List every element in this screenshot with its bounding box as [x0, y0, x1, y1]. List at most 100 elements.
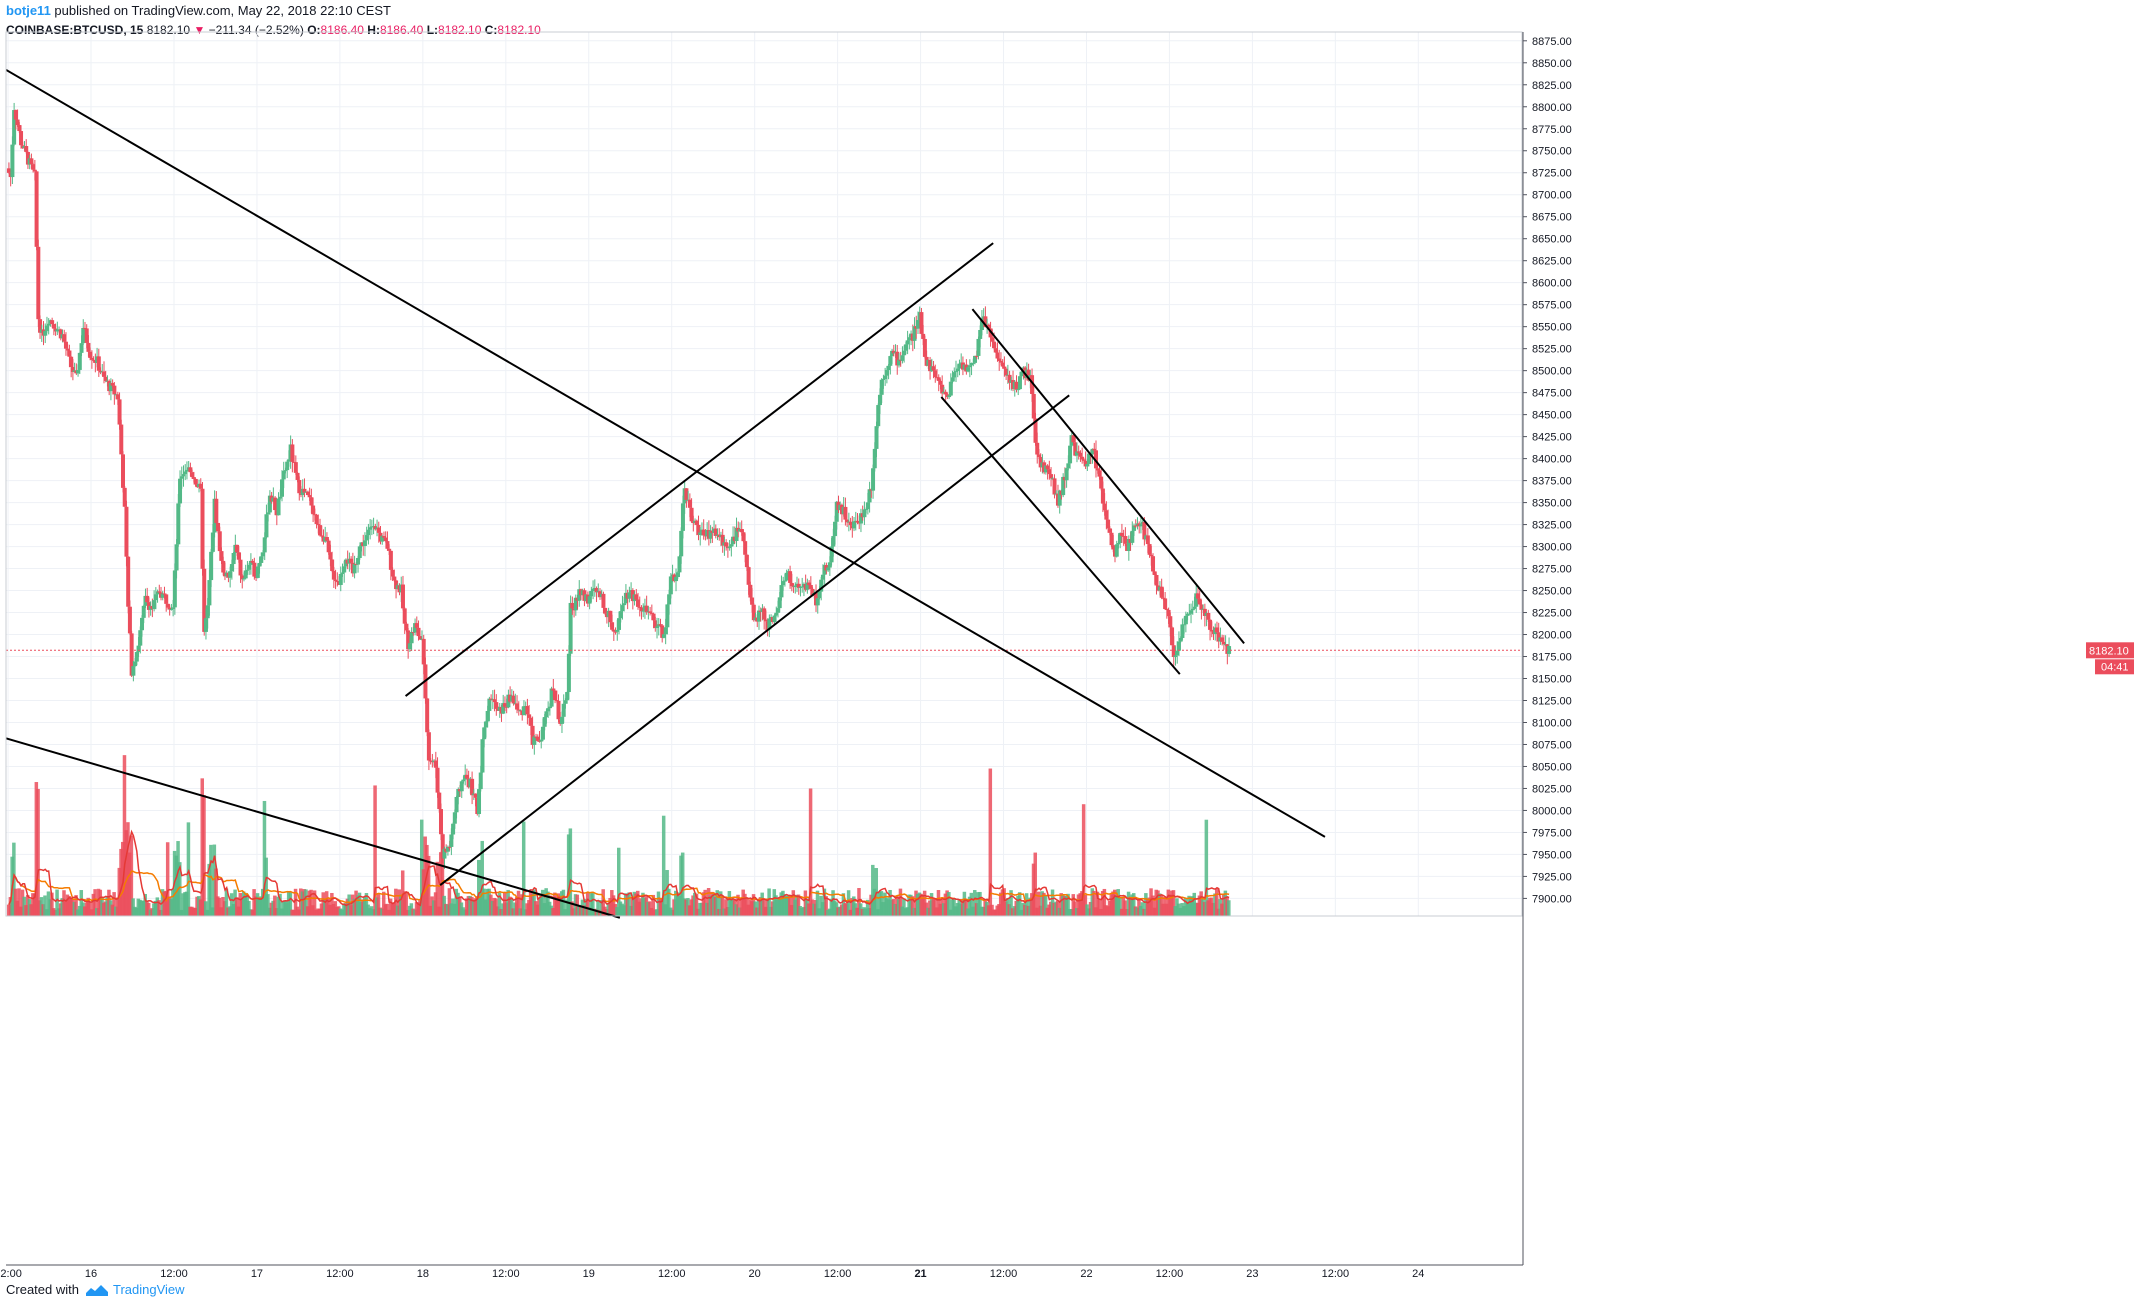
candle-body — [454, 796, 459, 813]
candle-body — [483, 721, 488, 728]
candle-body — [684, 488, 689, 500]
candle-body — [262, 537, 267, 553]
volume-bar — [509, 899, 514, 916]
open-value: 8186.40 — [320, 23, 364, 37]
candle-body — [338, 573, 343, 585]
candle-body — [978, 329, 983, 339]
created-with-text: Created with — [6, 1282, 79, 1297]
tradingview-label: TradingView — [112, 1282, 185, 1297]
candle-body — [34, 171, 39, 247]
volume-bar — [394, 888, 398, 916]
candle-body — [668, 576, 673, 595]
candle-body — [744, 554, 749, 568]
candle-body — [660, 625, 665, 638]
candle-body — [620, 605, 625, 612]
candle-body — [101, 371, 106, 377]
candle-body — [437, 792, 442, 810]
trendlines[interactable] — [5, 68, 1326, 919]
candle-body — [219, 551, 224, 561]
candle-body — [134, 652, 139, 662]
candle-body — [655, 626, 660, 629]
candle-body — [63, 341, 68, 349]
candle-body — [255, 566, 260, 578]
candle-body — [713, 528, 718, 536]
candle-body — [561, 703, 566, 717]
volume-bar — [824, 896, 828, 916]
candle-body — [129, 633, 134, 676]
candle-body — [169, 608, 174, 610]
candle-body — [174, 544, 179, 571]
candle-body — [390, 569, 395, 577]
time-tick-label: 12:00 — [0, 1268, 22, 1280]
symbol-label: COINBASE:BTCUSD, 15 — [6, 23, 144, 37]
volume-bar — [1214, 888, 1219, 916]
candle-body — [243, 570, 248, 579]
price-tick-label: 8825.00 — [1532, 80, 1572, 92]
volume-bar — [278, 893, 282, 916]
price-tick-label: 8375.00 — [1532, 476, 1572, 488]
candle-body — [229, 564, 234, 572]
candle-body — [1161, 597, 1166, 599]
candle-body — [834, 501, 839, 522]
volume-bar — [1024, 893, 1029, 916]
candle-body — [902, 350, 907, 356]
candle-body — [1189, 610, 1194, 614]
candle-body — [613, 631, 618, 633]
candle-body — [1168, 616, 1173, 628]
candle-body — [651, 613, 656, 621]
candle-body — [756, 610, 761, 622]
candle-body — [452, 812, 457, 824]
candle-body — [330, 559, 335, 571]
candle-body — [1138, 524, 1143, 527]
volume-bar — [815, 890, 820, 916]
candle-body — [1078, 452, 1083, 457]
volume-bar — [264, 857, 268, 916]
candle-body — [311, 505, 316, 515]
volume-bar — [373, 785, 377, 916]
candle-body — [1036, 454, 1041, 458]
candle-body — [349, 558, 354, 563]
candle-body — [674, 577, 679, 582]
candle-body — [1171, 645, 1176, 658]
candle-body — [542, 717, 547, 727]
axes: 7900.00 7925.00 7950.00 7975.00 8000.00 8025.… — [0, 31, 1572, 1280]
volume-bar — [304, 889, 308, 916]
candle-body — [1152, 571, 1157, 575]
author-link[interactable]: botje11 — [6, 3, 51, 18]
volume-bar — [694, 893, 699, 916]
candle-body — [1099, 476, 1104, 489]
price-badge: 8182.10 04:41 — [2086, 642, 2134, 675]
candle-body — [739, 528, 744, 533]
volume-bar — [651, 894, 656, 916]
candle-body — [51, 324, 56, 329]
candle-body — [877, 394, 882, 406]
volume-bar — [591, 893, 595, 916]
candle-body — [112, 385, 117, 395]
candle-body — [380, 536, 385, 542]
low-value: 8182.10 — [438, 23, 482, 37]
candle-body — [912, 326, 917, 341]
tradingview-logo-icon — [85, 1284, 108, 1296]
candle-body — [461, 779, 466, 782]
candle-body — [482, 727, 487, 740]
volume-bar — [209, 844, 213, 916]
candle-body — [566, 653, 571, 693]
candle-body — [667, 594, 672, 605]
candle-body — [183, 471, 188, 475]
volume-ma-line — [8, 870, 1230, 905]
candle-body — [307, 495, 312, 498]
candle-body — [546, 708, 551, 712]
candle-body — [610, 622, 615, 630]
candle-body — [772, 615, 777, 623]
candle-body — [969, 362, 974, 366]
price-tick-label: 8450.00 — [1532, 410, 1572, 422]
candle-body — [86, 342, 91, 352]
volume-bar — [157, 900, 161, 916]
tradingview-brand[interactable]: TradingView — [85, 1282, 185, 1297]
candle-body — [900, 355, 905, 361]
candle-body — [46, 323, 51, 326]
candle-body — [333, 579, 338, 582]
candle-body — [905, 340, 910, 345]
candle-body — [644, 605, 649, 613]
